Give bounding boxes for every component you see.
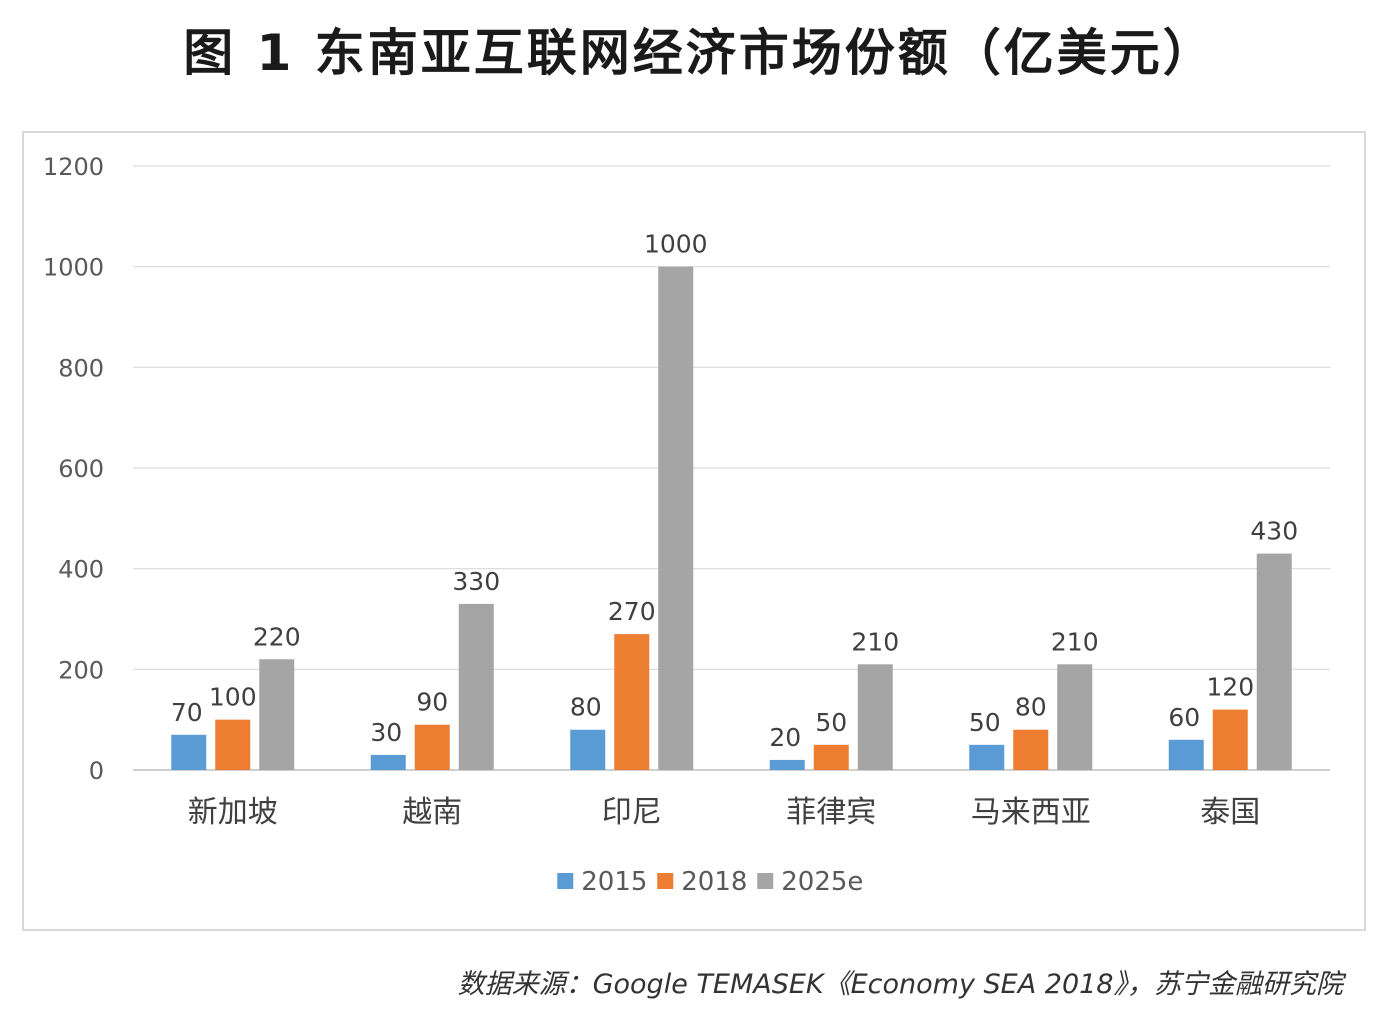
category-label: 越南: [402, 795, 462, 830]
data-label: 330: [452, 567, 500, 596]
data-label: 430: [1250, 517, 1298, 546]
data-label: 60: [1168, 703, 1200, 732]
bar-2018-1: [414, 724, 450, 770]
source-note: 数据来源：Google TEMASEK《Economy SEA 2018》，苏宁…: [457, 969, 1343, 1000]
data-label: 100: [209, 683, 257, 712]
data-label: 80: [570, 693, 602, 722]
chart-frame: [22, 131, 1366, 931]
category-label: 菲律宾: [786, 795, 876, 830]
bar-2015-4: [969, 744, 1005, 770]
data-label: 20: [769, 723, 801, 752]
data-label: 50: [969, 708, 1001, 737]
bar-2025e-1: [458, 603, 494, 770]
bar-2018-0: [215, 719, 251, 770]
legend-label: 2025e: [781, 867, 863, 897]
data-label: 1000: [644, 230, 708, 259]
bar-2015-5: [1168, 739, 1204, 770]
bar-2015-1: [370, 754, 406, 770]
y-tick-label: 200: [58, 656, 104, 684]
chart-title: 图 1 东南亚互联网经济市场份额（亿美元）: [183, 24, 1216, 82]
bar-2015-0: [171, 734, 207, 770]
bar-2018-5: [1212, 709, 1248, 770]
bar-2015-2: [570, 729, 606, 770]
y-tick-label: 0: [89, 757, 104, 785]
y-tick-label: 600: [58, 455, 104, 483]
legend-label: 2018: [681, 867, 747, 897]
bar-2025e-2: [658, 266, 694, 770]
category-label: 新加坡: [188, 795, 278, 830]
data-label: 30: [370, 718, 402, 747]
data-label: 80: [1015, 693, 1047, 722]
bar-2015-3: [769, 759, 805, 770]
legend-swatch-2018: [657, 873, 674, 889]
data-label: 270: [608, 597, 656, 626]
bar-2025e-4: [1057, 664, 1093, 770]
data-label: 210: [1051, 627, 1099, 656]
data-label: 120: [1206, 673, 1254, 702]
category-label: 泰国: [1200, 795, 1260, 830]
bar-2018-3: [813, 744, 849, 770]
data-label: 70: [171, 698, 203, 727]
bar-2018-4: [1013, 729, 1049, 770]
category-label: 印尼: [602, 795, 662, 830]
bar-2025e-5: [1256, 553, 1292, 770]
bar-2018-2: [614, 634, 650, 770]
y-tick-label: 1200: [43, 153, 104, 181]
y-tick-label: 400: [58, 556, 104, 584]
data-label: 90: [416, 688, 448, 717]
legend-swatch-2025e: [757, 873, 774, 889]
category-label: 马来西亚: [971, 795, 1091, 830]
data-label: 210: [851, 627, 899, 656]
legend-label: 2015: [581, 867, 647, 897]
y-tick-label: 800: [58, 354, 104, 382]
bar-2025e-3: [857, 664, 893, 770]
legend-swatch-2015: [557, 873, 574, 889]
y-tick-label: 1000: [43, 254, 104, 282]
data-label: 220: [253, 622, 301, 651]
data-label: 50: [815, 708, 847, 737]
bar-2025e-0: [259, 659, 295, 770]
